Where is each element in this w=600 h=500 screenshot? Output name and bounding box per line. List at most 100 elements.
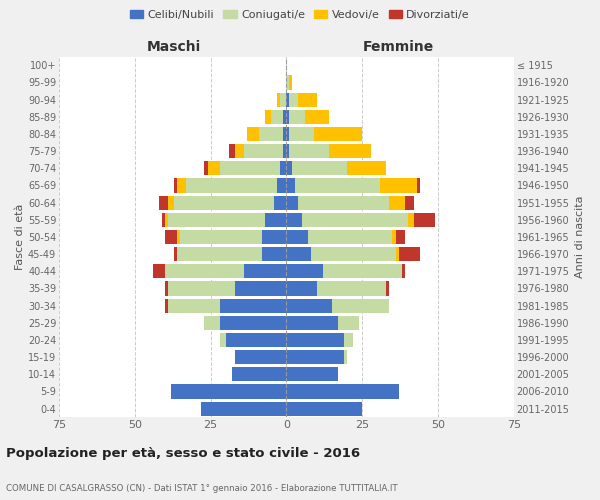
- Bar: [401, 264, 404, 278]
- Bar: [311, 247, 395, 261]
- Y-axis label: Anni di nascita: Anni di nascita: [575, 196, 585, 278]
- Bar: [174, 178, 177, 192]
- Bar: [289, 144, 329, 158]
- Bar: [286, 213, 302, 227]
- Bar: [283, 127, 286, 141]
- Bar: [417, 178, 420, 192]
- Bar: [286, 92, 289, 106]
- Bar: [159, 196, 168, 209]
- Text: Femmine: Femmine: [363, 40, 434, 54]
- Bar: [286, 282, 317, 296]
- Bar: [177, 247, 262, 261]
- Bar: [220, 316, 286, 330]
- Bar: [244, 144, 283, 158]
- Bar: [220, 333, 226, 347]
- Bar: [389, 196, 404, 209]
- Bar: [289, 92, 298, 106]
- Bar: [283, 144, 286, 158]
- Text: COMUNE DI CASALGRASSO (CN) - Dati ISTAT 1° gennaio 2016 - Elaborazione TUTTITALI: COMUNE DI CASALGRASSO (CN) - Dati ISTAT …: [6, 484, 398, 493]
- Bar: [286, 298, 332, 312]
- Bar: [262, 230, 286, 244]
- Bar: [165, 230, 177, 244]
- Bar: [180, 230, 262, 244]
- Bar: [286, 144, 289, 158]
- Bar: [289, 76, 292, 90]
- Bar: [289, 110, 305, 124]
- Bar: [262, 247, 286, 261]
- Bar: [302, 213, 407, 227]
- Bar: [286, 333, 344, 347]
- Bar: [329, 144, 371, 158]
- Bar: [286, 196, 298, 209]
- Text: Maschi: Maschi: [147, 40, 201, 54]
- Bar: [168, 213, 265, 227]
- Bar: [344, 333, 353, 347]
- Bar: [277, 178, 286, 192]
- Bar: [286, 384, 398, 398]
- Bar: [286, 178, 295, 192]
- Bar: [392, 230, 395, 244]
- Bar: [247, 127, 259, 141]
- Bar: [386, 282, 389, 296]
- Bar: [235, 282, 286, 296]
- Bar: [292, 162, 347, 175]
- Y-axis label: Fasce di età: Fasce di età: [15, 204, 25, 270]
- Bar: [286, 247, 311, 261]
- Bar: [174, 247, 177, 261]
- Bar: [323, 264, 401, 278]
- Bar: [286, 76, 289, 90]
- Bar: [168, 298, 220, 312]
- Bar: [286, 402, 362, 415]
- Bar: [202, 402, 286, 415]
- Bar: [344, 350, 347, 364]
- Bar: [395, 230, 404, 244]
- Bar: [205, 162, 208, 175]
- Bar: [271, 110, 283, 124]
- Bar: [229, 144, 235, 158]
- Bar: [332, 298, 389, 312]
- Bar: [226, 333, 286, 347]
- Bar: [305, 110, 329, 124]
- Bar: [286, 127, 289, 141]
- Bar: [205, 316, 220, 330]
- Bar: [298, 92, 317, 106]
- Bar: [286, 368, 338, 382]
- Bar: [414, 213, 435, 227]
- Bar: [177, 178, 186, 192]
- Bar: [235, 350, 286, 364]
- Bar: [277, 92, 280, 106]
- Bar: [286, 110, 289, 124]
- Bar: [286, 162, 292, 175]
- Bar: [286, 316, 338, 330]
- Bar: [265, 110, 271, 124]
- Bar: [283, 110, 286, 124]
- Legend: Celibi/Nubili, Coniugati/e, Vedovi/e, Divorziati/e: Celibi/Nubili, Coniugati/e, Vedovi/e, Di…: [125, 6, 475, 25]
- Bar: [165, 298, 168, 312]
- Bar: [232, 368, 286, 382]
- Bar: [289, 127, 314, 141]
- Bar: [380, 178, 417, 192]
- Bar: [165, 282, 168, 296]
- Bar: [208, 162, 220, 175]
- Bar: [407, 213, 414, 227]
- Bar: [295, 178, 380, 192]
- Bar: [259, 127, 283, 141]
- Bar: [314, 127, 362, 141]
- Bar: [177, 230, 180, 244]
- Bar: [347, 162, 386, 175]
- Bar: [235, 144, 244, 158]
- Bar: [265, 213, 286, 227]
- Bar: [220, 298, 286, 312]
- Bar: [174, 196, 274, 209]
- Bar: [244, 264, 286, 278]
- Bar: [404, 196, 414, 209]
- Bar: [280, 162, 286, 175]
- Bar: [186, 178, 277, 192]
- Bar: [168, 282, 235, 296]
- Bar: [274, 196, 286, 209]
- Bar: [395, 247, 398, 261]
- Bar: [286, 264, 323, 278]
- Bar: [168, 196, 174, 209]
- Bar: [220, 162, 280, 175]
- Bar: [280, 92, 286, 106]
